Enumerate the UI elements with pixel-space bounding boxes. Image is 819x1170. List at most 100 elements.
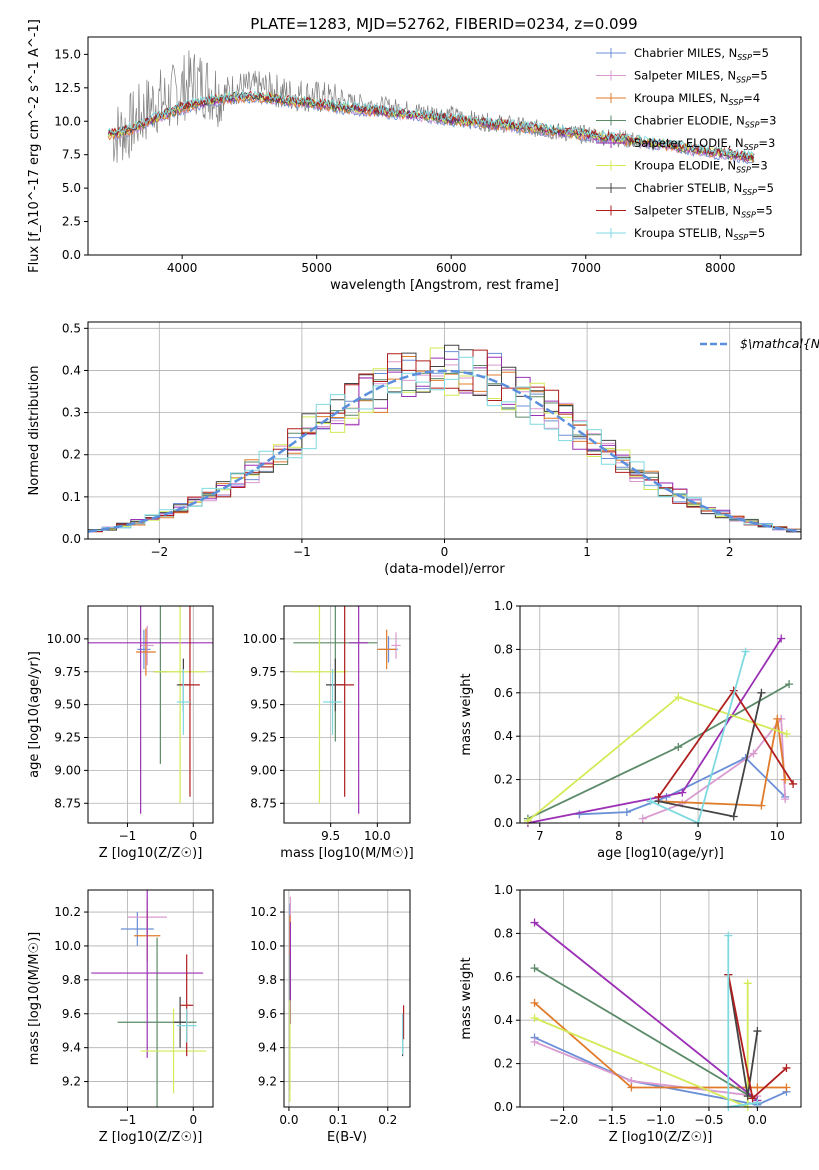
mass-weight-marker xyxy=(781,775,790,784)
y-tick-label: 0.3 xyxy=(62,406,81,420)
mass-weight-lines xyxy=(530,918,791,1111)
y-tick-label: 9.2 xyxy=(258,1075,277,1089)
mass-weight-marker xyxy=(743,1092,752,1101)
y-tick-label: 9.50 xyxy=(250,698,277,712)
x-tick-label: −1 xyxy=(119,1113,137,1127)
legend-subscript: SSP xyxy=(729,98,744,107)
y-tick-label: 5.0 xyxy=(62,181,81,195)
x-tick-label: 9 xyxy=(694,829,702,843)
x-tick-label: 6000 xyxy=(436,261,467,275)
mass-weight-marker xyxy=(743,979,752,988)
y-axis-label: age [log10(age/yr)] xyxy=(27,651,42,778)
mass-weight-marker xyxy=(575,810,584,819)
legend-value: =3 xyxy=(751,159,768,173)
y-tick-label: 9.75 xyxy=(54,665,81,679)
massweight-vs-metallicity-panel: −2.0 −1.5 −1.0 −0.5 0.0 0.0 0.2 0.4 0.6 0.8 1.0 Z [… xyxy=(459,883,802,1145)
x-tick-label: 9.5 xyxy=(321,829,340,843)
x-tick-label: 10 xyxy=(770,829,785,843)
x-tick-label: −2 xyxy=(150,545,168,559)
legend-label: Salpeter ELODIE, NSSP=3 xyxy=(634,136,775,152)
legend-label: Kroupa MILES, NSSP=4 xyxy=(634,91,760,107)
y-tick-label: 0.6 xyxy=(494,686,513,700)
y-tick-label: 10.00 xyxy=(243,632,277,646)
legend-label: Kroupa STELIB, NSSP=5 xyxy=(634,226,765,242)
y-tick-label: 0.0 xyxy=(62,248,81,262)
y-tick-label: 10.0 xyxy=(250,939,277,953)
x-axis-label: mass [log10(M/M☉)] xyxy=(280,846,413,861)
legend-subscript: SSP xyxy=(737,53,752,62)
y-tick-label: 9.25 xyxy=(250,731,277,745)
error-bars xyxy=(291,606,401,814)
y-tick-label: 0.2 xyxy=(494,773,513,787)
y-tick-label: 8.75 xyxy=(250,796,277,810)
x-tick-label: 2 xyxy=(726,545,734,559)
mass-weight-marker xyxy=(777,634,786,643)
x-tick-label: 4000 xyxy=(167,261,198,275)
error-bars xyxy=(88,606,213,814)
mass-weight-marker xyxy=(627,1083,636,1092)
y-tick-label: 9.00 xyxy=(250,763,277,777)
x-axis-label: (data-model)/error xyxy=(384,562,505,577)
mass-weight-marker xyxy=(785,680,794,689)
y-tick-label: 10.2 xyxy=(250,905,277,919)
mass-weight-marker xyxy=(530,998,539,1007)
x-axis-label: Z [log10(Z/Z☉)] xyxy=(609,1130,713,1145)
mass-weight-marker xyxy=(782,1063,791,1072)
mass-weight-marker xyxy=(753,1083,762,1092)
y-tick-label: 9.4 xyxy=(258,1041,277,1055)
y-tick-label: 9.25 xyxy=(54,731,81,745)
legend-value: =5 xyxy=(748,226,765,240)
mass-weight-line xyxy=(534,1036,787,1106)
y-tick-label: 9.8 xyxy=(62,973,81,987)
mass-weight-marker xyxy=(638,814,647,823)
histogram-lines xyxy=(88,344,801,535)
y-tick-label: 7.5 xyxy=(62,148,81,162)
plot-frame xyxy=(87,605,214,824)
y-tick-label: 15.0 xyxy=(54,47,81,61)
y-tick-label: 8.75 xyxy=(54,796,81,810)
model-spectrum xyxy=(107,90,755,160)
y-tick-label: 10.00 xyxy=(47,632,81,646)
mass-weight-marker xyxy=(674,693,683,702)
legend-subscript: SSP xyxy=(736,166,751,175)
legend-value: =3 xyxy=(760,114,777,128)
y-axis-label: mass [log10(M/M☉)] xyxy=(27,932,42,1065)
plot-frame xyxy=(87,889,214,1108)
legend-label: Chabrier ELODIE, NSSP=3 xyxy=(634,114,776,130)
x-axis-label: wavelength [Angstrom, rest frame] xyxy=(330,278,559,293)
legend-label: $\mathcal{N}(0,1)$ xyxy=(740,336,819,351)
y-tick-label: 1.0 xyxy=(494,883,513,897)
legend-subscript: SSP xyxy=(742,188,757,197)
error-bars xyxy=(289,896,405,1102)
mass-weight-marker xyxy=(530,964,539,973)
x-tick-label: −1 xyxy=(119,829,137,843)
mass-weight-marker xyxy=(781,795,790,804)
x-tick-label: 5000 xyxy=(301,261,332,275)
mass-vs-ebv-panel: 0.0 0.1 0.2 9.2 9.4 9.6 9.8 10.0 10.2 E(B-V) xyxy=(250,889,411,1145)
y-tick-label: 10.2 xyxy=(54,905,81,919)
x-tick-label: 0 xyxy=(441,545,449,559)
y-tick-label: 0.5 xyxy=(62,321,81,335)
x-tick-label: −1.5 xyxy=(597,1113,626,1127)
y-tick-label: 12.5 xyxy=(54,81,81,95)
legend-value: =5 xyxy=(756,204,773,218)
massweight-vs-age-panel: 7 8 9 10 0.0 0.2 0.4 0.6 0.8 1.0 age [log10(age/yr… xyxy=(459,599,802,861)
y-tick-label: 0.0 xyxy=(62,532,81,546)
legend-subscript: SSP xyxy=(745,121,760,130)
age-vs-metallicity-panel: −1 0 8.75 9.00 9.25 9.50 9.75 10.00 Z [log10(Z/Z… xyxy=(27,605,214,861)
x-tick-label: −1.0 xyxy=(646,1113,675,1127)
mass-weight-marker xyxy=(729,812,738,821)
legend-subscript: SSP xyxy=(744,143,759,152)
x-tick-label: 1 xyxy=(583,545,591,559)
y-tick-label: 9.6 xyxy=(62,1007,81,1021)
y-tick-label: 1.0 xyxy=(494,599,513,613)
y-tick-label: 9.50 xyxy=(54,698,81,712)
x-tick-label: 0.0 xyxy=(748,1113,767,1127)
model-spectrum xyxy=(107,95,755,165)
mass-weight-line xyxy=(533,1002,787,1089)
mass-weight-marker xyxy=(646,797,655,806)
plot-frame xyxy=(283,605,411,824)
x-tick-label: 7000 xyxy=(570,261,601,275)
histogram-step xyxy=(88,356,801,534)
